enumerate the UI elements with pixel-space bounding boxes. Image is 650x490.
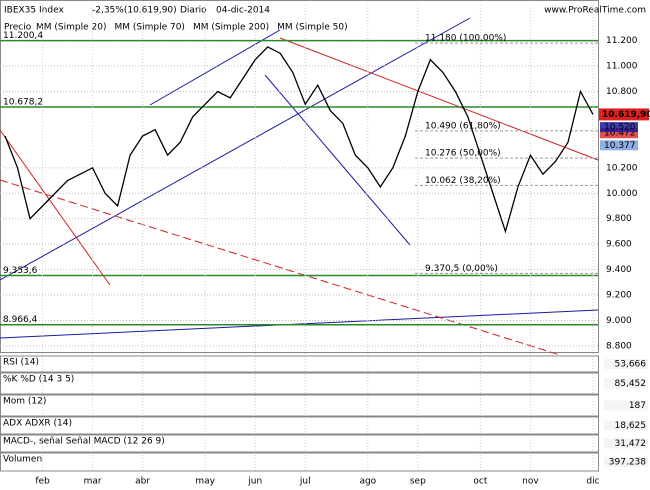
panel-name: Mom (12) [3, 397, 46, 407]
panel-last-label: 31,472 [615, 439, 647, 449]
x-tick-label: feb [35, 477, 50, 487]
y-tick-label: 9.600 [606, 240, 632, 250]
fib-label: 10.062 (38,20%) [425, 176, 501, 186]
site: www.ProRealTime.com [544, 6, 646, 16]
indicator-last-label: 10.377 [604, 141, 636, 151]
y-tick-label: 11.200 [606, 36, 638, 46]
x-tick-label: abr [135, 477, 150, 487]
fib-label: 11.180 (100,00%) [425, 34, 506, 44]
x-tick-label: mar [84, 477, 102, 487]
level-label: 9.353,6 [3, 266, 38, 276]
x-tick-label: may [195, 477, 215, 487]
panel-last-label: 18,625 [615, 421, 647, 431]
x-tick-label: oct [473, 477, 487, 487]
panel-last-label: 53,666 [615, 360, 647, 370]
panel-frame [0, 355, 599, 373]
x-tick-label: jun [247, 477, 262, 487]
panel-last-label: 397.238 [609, 458, 646, 468]
y-tick-label: 9.400 [606, 265, 632, 275]
x-tick-label: jul [299, 477, 311, 487]
fib-label: 10.490 (61,80%) [425, 121, 501, 131]
panel-frame [0, 434, 599, 453]
fib-label: 9.370,5 (0,00%) [425, 264, 498, 274]
price-frame [0, 0, 599, 353]
y-tick-label: 10.200 [606, 163, 638, 173]
indicator-last-box [600, 122, 638, 133]
legend-entry: MM (Simple 20) [36, 23, 106, 33]
legend-entry: MM (Simple 50) [277, 23, 347, 33]
panel-name: ADX ADXR (14) [3, 419, 72, 429]
indicator-last-label: 10.472 [604, 129, 636, 139]
last-price-label: 10.619,90 [602, 110, 650, 120]
indicator-last-box [600, 140, 638, 151]
panel-frame [0, 394, 599, 417]
y-tick-label: 10.800 [606, 87, 638, 97]
fib-label: 10.276 (50,00%) [425, 149, 501, 159]
instrument: IBEX35 Index [4, 6, 64, 16]
panel-last-box [604, 400, 648, 411]
y-tick-label: 9.800 [606, 214, 632, 224]
period: Diario [180, 6, 207, 16]
y-tick-label: 10.000 [606, 189, 638, 199]
y-tick-label: 9.000 [606, 316, 632, 326]
level-label: 11.200,4 [3, 31, 43, 41]
x-tick-label: dic [586, 477, 599, 487]
y-tick-label: 8.800 [606, 341, 632, 351]
panel-last-box [604, 438, 648, 449]
level-label: 10.678,2 [3, 97, 43, 107]
x-tick-label: nov [522, 477, 539, 487]
level-label: 8.966,4 [3, 315, 38, 325]
x-tick-label: ago [359, 477, 376, 487]
indicator-last-box [600, 128, 638, 139]
change: -2,35%(10.619,90) [92, 6, 177, 16]
panel-frame [0, 452, 599, 472]
panel-last-box [604, 378, 648, 389]
x-tick-label: sep [410, 477, 426, 487]
panel-last-box [604, 457, 648, 467]
panel-name: RSI (14) [3, 358, 39, 368]
panel-name: Volumen [3, 455, 42, 465]
date: 04-dic-2014 [216, 6, 270, 16]
panel-name: MACD-, señal Señal MACD (12 26 9) [3, 437, 165, 447]
panel-last-label: 187 [629, 401, 646, 411]
legend-price: Precio [4, 23, 32, 33]
panel-last-box [604, 420, 648, 431]
trendlines [0, 17, 599, 356]
panel-frame [0, 416, 599, 435]
y-tick-label: 11.000 [606, 62, 638, 72]
panel-last-box [604, 359, 648, 369]
legend-entry: MM (Simple 70) [114, 23, 184, 33]
panel-last-label: 85,452 [615, 379, 647, 389]
indicator-last-label: 10.520 [604, 123, 636, 133]
y-tick-label: 9.200 [606, 291, 632, 301]
last-price-box [599, 108, 649, 121]
panel-name: %K %D (14 3 5) [3, 375, 74, 385]
price-line [4, 46, 594, 234]
panel-frame [0, 372, 599, 395]
legend-entry: MM (Simple 200) [193, 23, 269, 33]
